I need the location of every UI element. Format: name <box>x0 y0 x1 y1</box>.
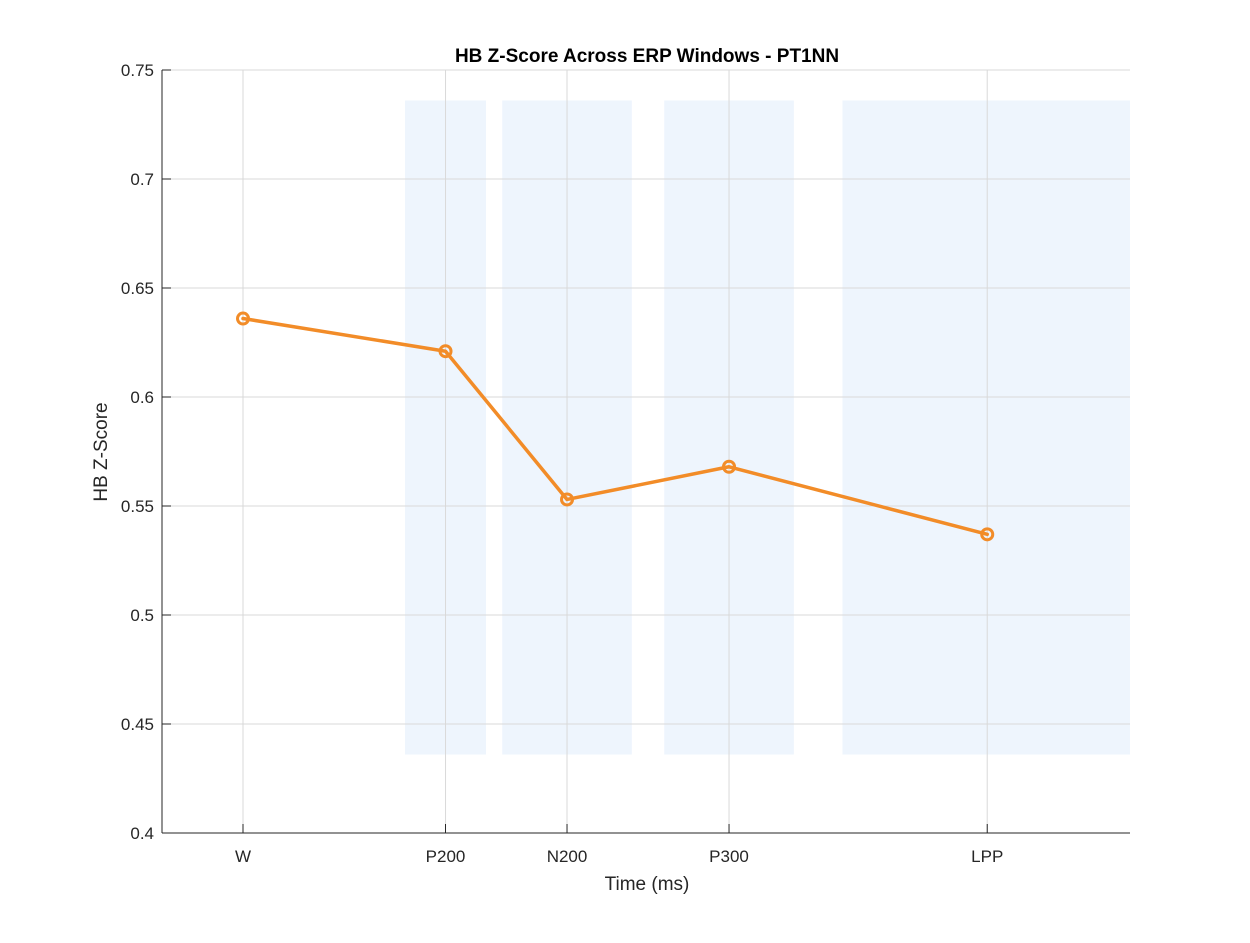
chart-title: HB Z-Score Across ERP Windows - PT1NN <box>455 46 839 67</box>
y-tick-label-0: 0.4 <box>130 824 154 843</box>
y-tick-label-6: 0.7 <box>130 170 154 189</box>
y-tick-label-4: 0.6 <box>130 388 154 407</box>
series-0-point-1 <box>438 344 453 359</box>
series-0-point-3 <box>722 459 737 474</box>
grid-lines <box>162 69 1130 834</box>
erp-window-3 <box>842 100 1130 755</box>
y-tick-label-1: 0.45 <box>121 715 154 734</box>
series-0-line <box>241 316 989 537</box>
y-axis-label: HB Z-Score <box>91 402 112 501</box>
x-tick-label-3: P300 <box>709 847 749 866</box>
y-tick-label-7: 0.75 <box>121 61 154 80</box>
x-tick-label-2: N200 <box>547 847 588 866</box>
series-0-point-0 <box>236 311 251 326</box>
series-0-point-2 <box>560 492 575 507</box>
tick-labels: W P200 N200 P300 LPP 0.4 0.45 0.5 0.55 0.6 0.65 0.7… <box>121 61 1003 866</box>
x-tick-label-4: LPP <box>971 847 1003 866</box>
y-tick-label-5: 0.65 <box>121 279 154 298</box>
series-0-point-4 <box>980 527 995 542</box>
y-tick-label-2: 0.5 <box>130 606 154 625</box>
x-tick-label-1: P200 <box>426 847 466 866</box>
y-tick-label-3: 0.55 <box>121 497 154 516</box>
axes <box>161 69 1130 834</box>
x-tick-label-0: W <box>235 847 251 866</box>
series-layer <box>236 311 995 542</box>
erp-window-shading <box>405 100 1130 755</box>
x-axis-label: Time (ms) <box>605 874 690 895</box>
